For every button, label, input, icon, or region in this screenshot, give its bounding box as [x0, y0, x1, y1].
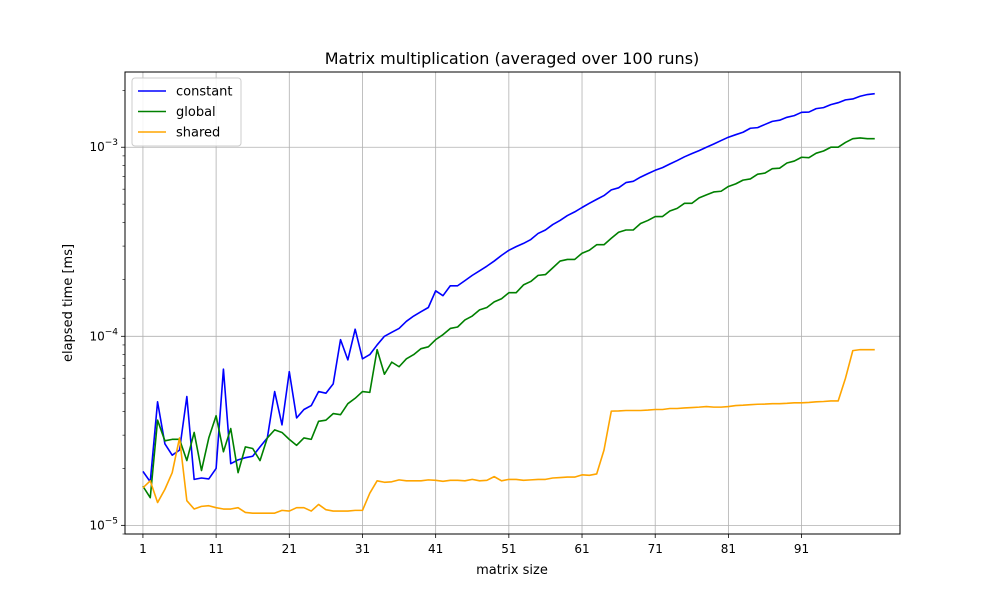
chart-title: Matrix multiplication (averaged over 100… — [325, 49, 700, 68]
y-axis: 10−510−410−3 — [89, 90, 125, 535]
x-axis-label: matrix size — [476, 563, 548, 578]
legend-label-global: global — [176, 105, 216, 120]
series-line-global — [142, 137, 875, 499]
y-tick-exponent: −5 — [105, 516, 118, 526]
series-line-constant — [142, 92, 875, 483]
y-tick-base: 10 — [89, 140, 104, 154]
x-tick-label: 31 — [355, 542, 370, 556]
grid-lines — [125, 72, 900, 534]
series-line-shared — [142, 348, 875, 514]
legend-box — [131, 77, 242, 147]
x-tick-label: 81 — [721, 542, 736, 556]
x-tick-label: 1 — [139, 542, 147, 556]
y-tick-base: 10 — [89, 329, 104, 343]
x-tick-label: 91 — [794, 542, 809, 556]
y-axis-label: elapsed time [ms] — [61, 244, 76, 362]
legend-label-shared: shared — [176, 126, 220, 141]
x-axis: 1 11 21 31 41 51 61 71 81 91 — [139, 534, 809, 556]
legend: constant global shared — [131, 77, 242, 147]
y-tick-label: 10−3 — [89, 138, 118, 154]
legend-label-constant: constant — [176, 85, 233, 100]
y-tick-label: 10−4 — [89, 327, 118, 343]
series-lines — [142, 92, 875, 514]
x-tick-label: 41 — [428, 542, 443, 556]
x-tick-label: 21 — [282, 542, 297, 556]
y-tick-label: 10−5 — [89, 516, 118, 532]
x-tick-label: 51 — [501, 542, 516, 556]
x-tick-label: 11 — [208, 542, 223, 556]
y-tick-exponent: −4 — [105, 327, 119, 337]
x-tick-label: 61 — [574, 542, 589, 556]
y-tick-exponent: −3 — [105, 138, 118, 148]
x-tick-label: 71 — [648, 542, 663, 556]
plot-area-frame — [124, 71, 901, 535]
y-tick-base: 10 — [89, 518, 104, 532]
